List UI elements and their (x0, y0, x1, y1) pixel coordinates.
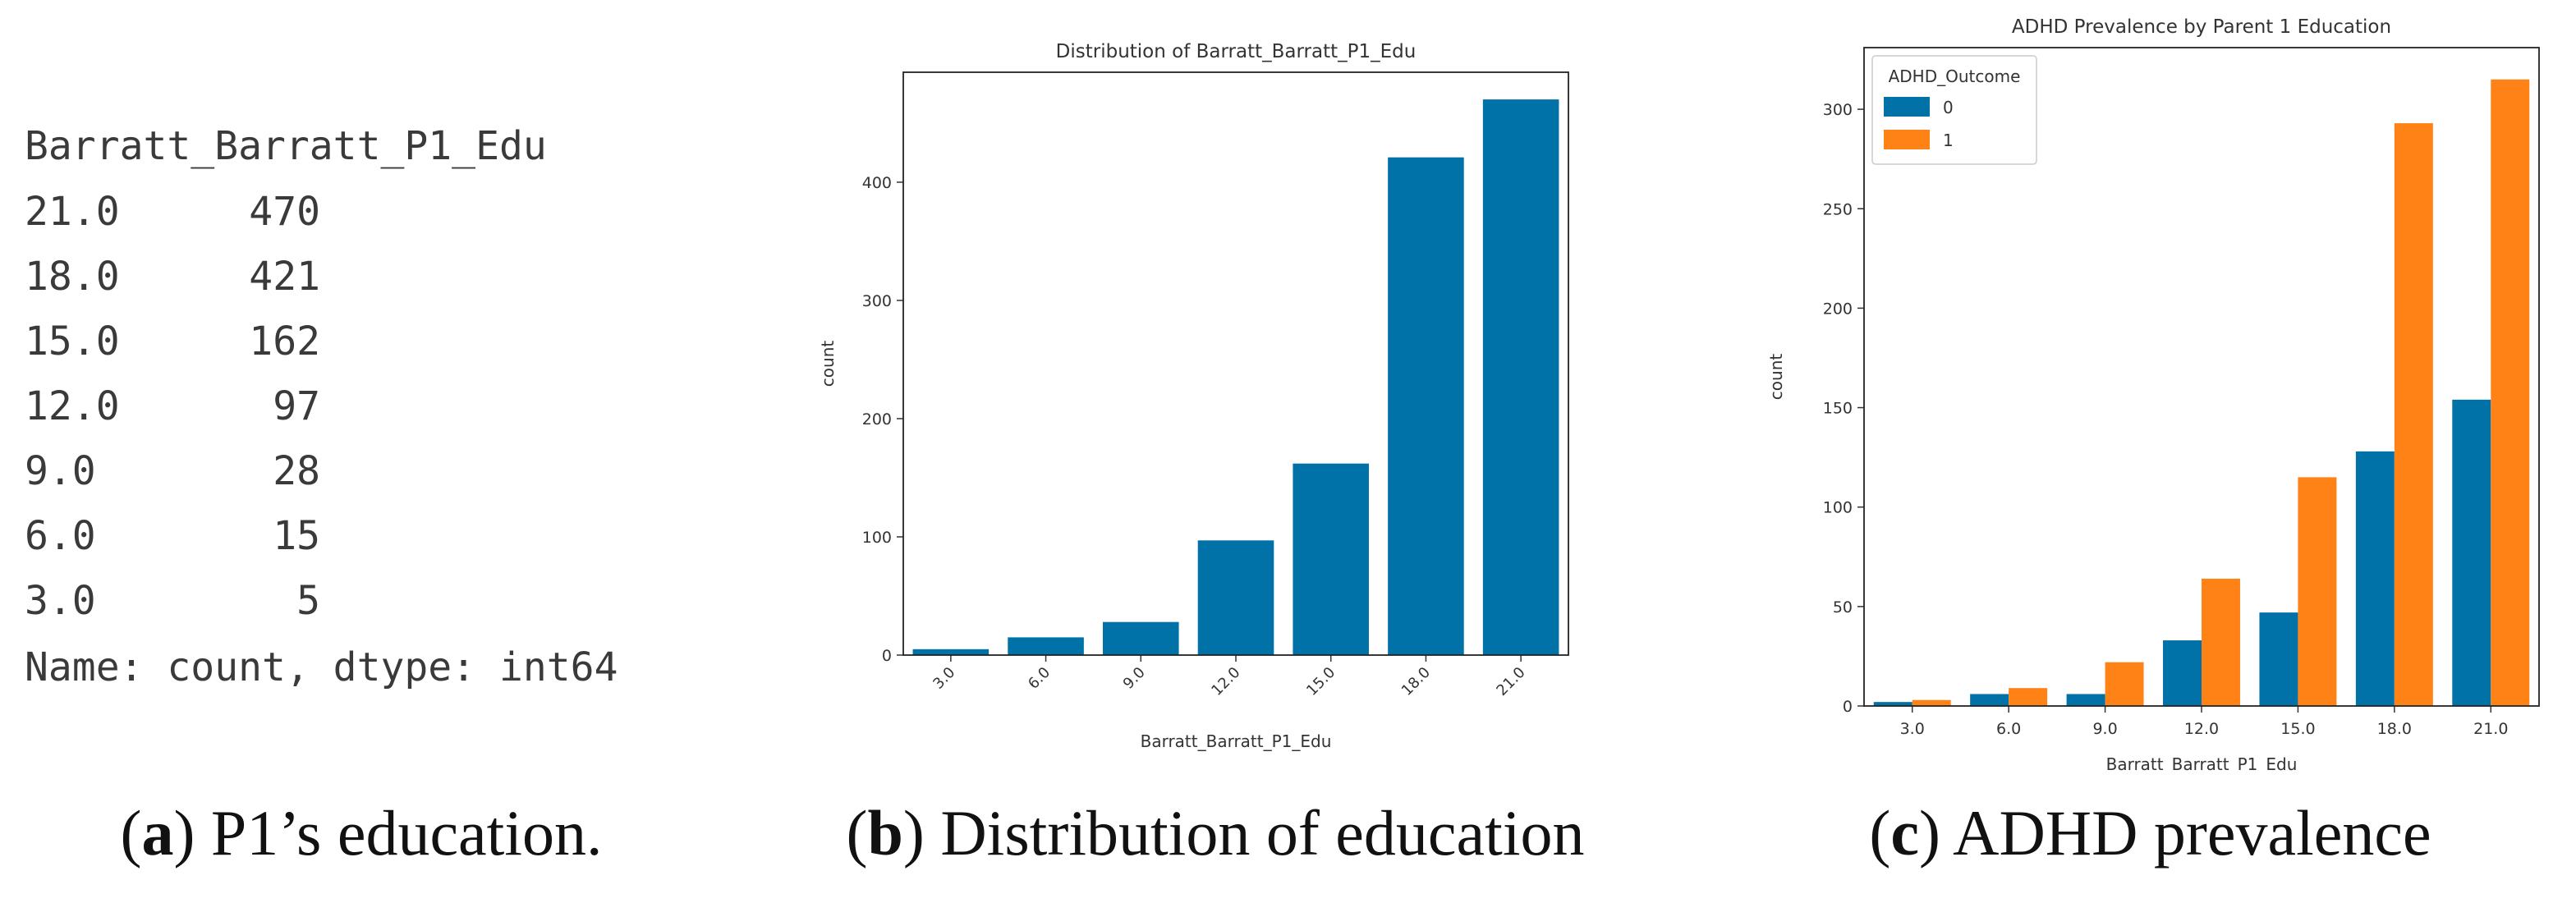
bar-0-15.0 (2259, 612, 2298, 706)
bar-12.0 (1197, 540, 1274, 655)
y-tick-label: 100 (862, 529, 892, 547)
y-tick-label: 400 (862, 174, 892, 192)
list-item-value: 421 (249, 254, 320, 300)
x-tick-label: 18.0 (2377, 720, 2412, 738)
list-item-value: 97 (273, 383, 320, 429)
y-tick-label: 250 (1823, 200, 1853, 218)
list-item-key: 6.0 (25, 513, 96, 559)
y-tick-label: 0 (882, 647, 892, 665)
bar-1-3.0 (1912, 699, 1951, 706)
bar-1-15.0 (2298, 477, 2337, 706)
y-axis-label: count (1766, 354, 1786, 401)
list-item-key: 18.0 (25, 254, 120, 300)
caption-c: (c) ADHD prevalence (1869, 797, 2431, 869)
x-tick-label: 12.0 (2184, 720, 2219, 738)
bar-0-12.0 (2163, 640, 2202, 706)
bar-18.0 (1388, 157, 1464, 656)
x-tick-label: 18.0 (1398, 664, 1434, 699)
bar-6.0 (1008, 637, 1084, 655)
caption-a: (a) P1’s education. (120, 797, 603, 869)
list-item-key: 3.0 (25, 578, 96, 624)
y-tick-label: 0 (1843, 698, 1853, 716)
chart-distribution: Distribution of Barratt_Barratt_P1_Edu 0 1… (818, 41, 1569, 751)
series-footer: Name: count, dtype: int64 (25, 644, 618, 690)
list-item-key: 9.0 (25, 448, 96, 494)
x-axis-label: Barratt_Barratt_P1_Edu (2106, 754, 2298, 772)
x-tick-label: 12.0 (1208, 664, 1243, 699)
bar-0-3.0 (1873, 702, 1912, 706)
x-tick-label: 6.0 (1996, 720, 2021, 738)
x-tick-label: 21.0 (2473, 720, 2508, 738)
plot-frame (1863, 47, 2540, 707)
x-tick-label: 9.0 (1120, 664, 1149, 693)
list-item-key: 21.0 (25, 189, 120, 235)
bar-1-18.0 (2394, 123, 2433, 706)
series-header: Barratt_Barratt_P1_Edu (25, 123, 547, 169)
y-tick-label: 200 (1823, 300, 1853, 318)
bar-0-18.0 (2355, 451, 2395, 706)
plot-frame (902, 71, 1569, 656)
x-axis-label: Barratt_Barratt_P1_Edu (1141, 731, 1332, 751)
x-tick-label: 9.0 (2092, 720, 2117, 738)
list-item-key: 12.0 (25, 383, 120, 429)
bar-3.0 (912, 649, 990, 655)
bar-15.0 (1293, 463, 1369, 655)
chart-title: ADHD Prevalence by Parent 1 Education (2012, 16, 2391, 38)
legend-swatch-1 (1884, 130, 1930, 149)
bar-1-12.0 (2202, 578, 2240, 706)
panel-a-text-output: Barratt_Barratt_P1_Edu 21.0 470 18.0 421 15.… (0, 0, 739, 722)
y-tick-label: 300 (1823, 101, 1853, 119)
y-tick-label: 200 (862, 410, 892, 429)
y-tick-label: 300 (862, 292, 892, 310)
bar-9.0 (1103, 621, 1179, 655)
bar-1-21.0 (2491, 79, 2530, 706)
x-tick-label: 15.0 (1303, 664, 1339, 699)
chart-title: Distribution of Barratt_Barratt_P1_Edu (1056, 41, 1417, 62)
legend-swatch-0 (1884, 97, 1930, 117)
x-tick-label: 3.0 (930, 664, 958, 693)
list-item-value: 162 (249, 319, 320, 364)
list-item-key: 15.0 (25, 319, 120, 364)
x-tick-label: 6.0 (1025, 664, 1054, 693)
y-tick-label: 150 (1823, 400, 1853, 418)
bar-1-9.0 (2105, 662, 2144, 706)
list-item-value: 15 (273, 513, 320, 559)
legend-label-1: 1 (1943, 131, 1954, 150)
y-tick-label: 100 (1823, 499, 1853, 517)
chart-adhd-prevalence: ADHD Prevalence by Parent 1 Education 0 50… (1766, 16, 2540, 772)
bar-0-6.0 (1970, 694, 2009, 706)
bar-0-21.0 (2452, 399, 2491, 706)
bar-21.0 (1482, 99, 1559, 656)
x-tick-label: 21.0 (1493, 664, 1528, 699)
list-item-value: 28 (273, 448, 320, 494)
list-item-value: 470 (249, 189, 320, 235)
bar-1-6.0 (2009, 688, 2048, 706)
bar-0-9.0 (2066, 694, 2105, 706)
legend-label-0: 0 (1943, 98, 1954, 117)
y-tick-label: 50 (1833, 598, 1853, 617)
caption-b: (b) Distribution of education (846, 797, 1585, 869)
legend-title: ADHD_Outcome (1889, 66, 2021, 86)
y-axis-label: count (818, 341, 838, 387)
x-tick-label: 3.0 (1900, 720, 1925, 738)
x-tick-label: 15.0 (2280, 720, 2315, 738)
list-item-value: 5 (296, 578, 320, 624)
